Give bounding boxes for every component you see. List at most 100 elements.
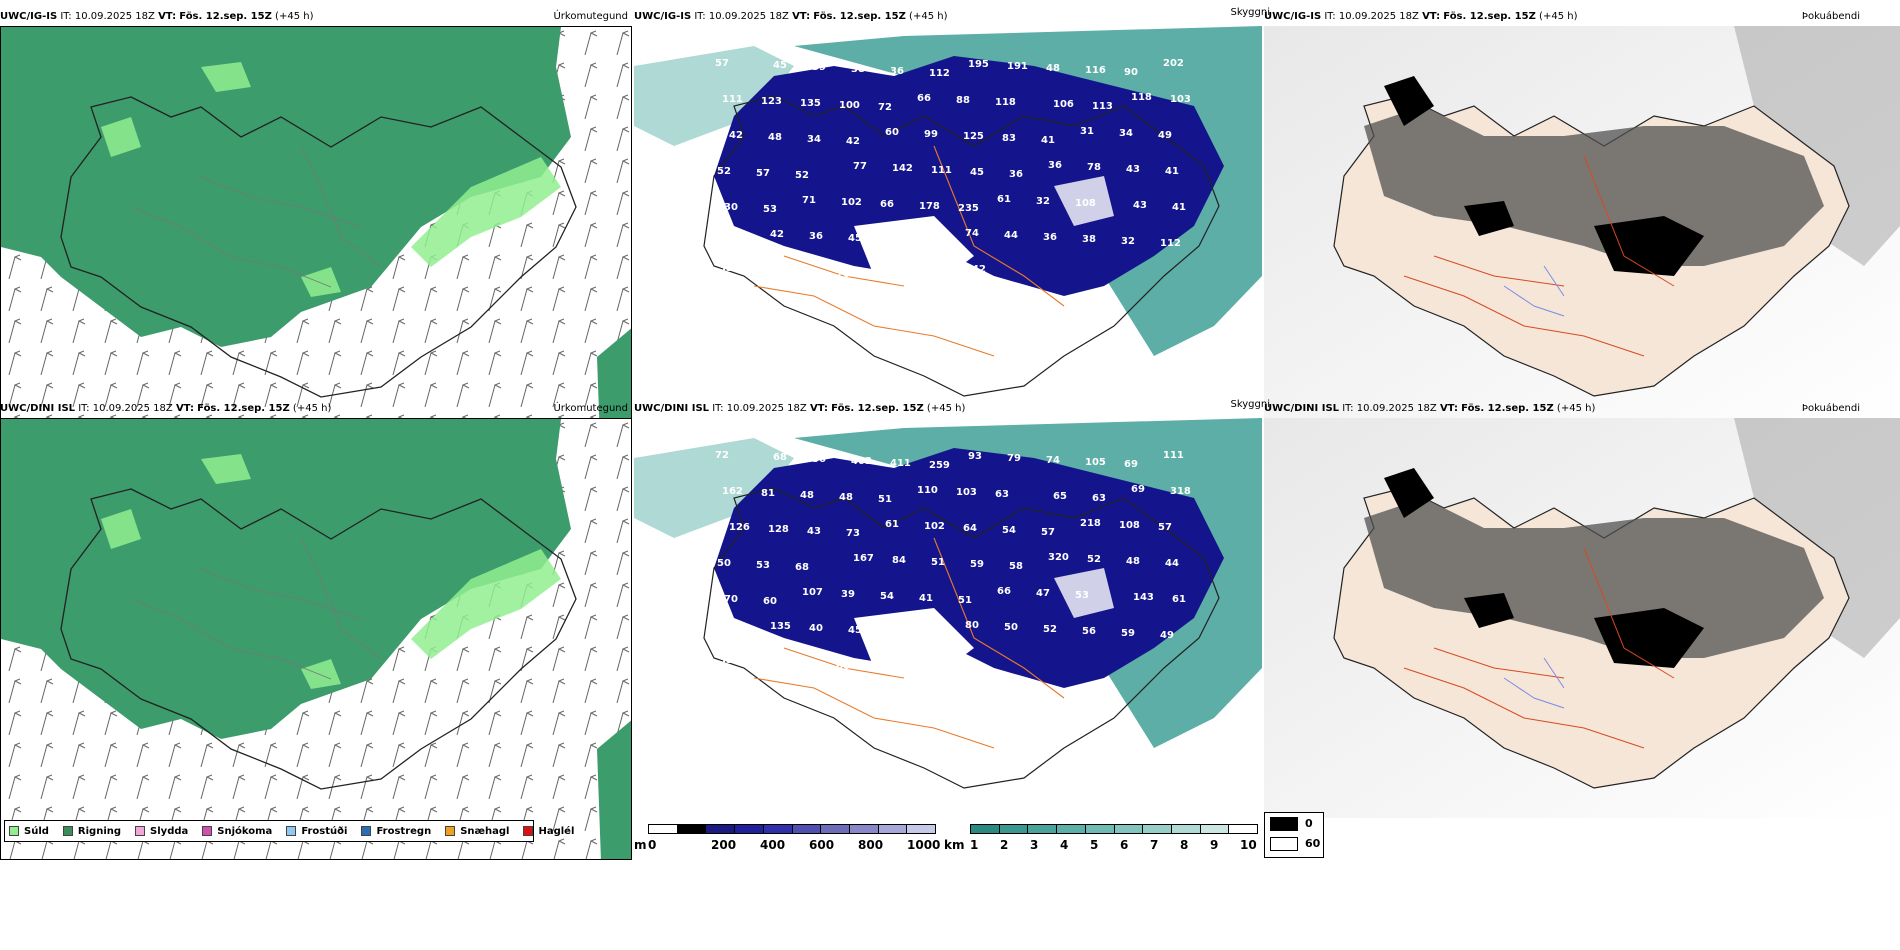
colorbar-segment <box>971 825 1000 833</box>
colorbar-tick: 10 <box>1240 838 1257 852</box>
cloud-base-value: 90 <box>1124 67 1138 78</box>
precip-legend-item: Súld <box>9 826 49 837</box>
vt-label: VT: <box>1422 11 1441 22</box>
cloud-base-value: 231 <box>875 271 896 282</box>
cloud-base-value: 36 <box>890 66 904 77</box>
cloud-base-value: 38 <box>851 64 865 75</box>
cloud-base-value: 36 <box>1043 232 1057 243</box>
cloud-base-value: 70 <box>724 594 738 605</box>
cloud-base-value: 51 <box>958 595 972 606</box>
cloud-base-value: 45 <box>970 167 984 178</box>
cloud-base-value: 45 <box>773 60 787 71</box>
cloud-base-value: 53 <box>875 663 889 674</box>
cloud-base-value: 111 <box>722 94 743 105</box>
cloud-base-value: 118 <box>1131 92 1152 103</box>
colorbar-tick: 1000 <box>907 838 941 852</box>
cloud-base-value: 84 <box>892 555 906 566</box>
cloud-base-value: 183 <box>933 262 954 273</box>
cloud-base-value: 53 <box>1075 590 1089 601</box>
cloud-base-value: 126 <box>729 522 750 533</box>
panel-title-precip: Úrkomutegund <box>553 403 628 414</box>
fog-legend-swatch <box>1270 817 1298 831</box>
colorbar-tick: 7 <box>1150 838 1159 852</box>
model-name: UWC/DINI ISL <box>0 403 76 414</box>
cloud-base-value: 235 <box>958 203 979 214</box>
cloud-base-value: 80 <box>965 620 979 631</box>
cloud-base-value: 42 <box>972 264 986 275</box>
cloud-base-value: 36 <box>887 627 901 638</box>
cloud-base-value: 320 <box>1048 552 1069 563</box>
vt-label: VT: <box>158 11 177 22</box>
colorbar-segment <box>878 825 908 833</box>
cloud-base-value: 111 <box>1163 450 1184 461</box>
lead-time: (+45 h) <box>926 403 966 414</box>
cloud-base-value: 59 <box>970 559 984 570</box>
colorbar-tick: 400 <box>760 838 786 852</box>
cloud-base-value: 63 <box>1092 493 1106 504</box>
cloud-base-value: 99 <box>924 129 938 140</box>
lead-time: (+45 h) <box>1539 11 1578 22</box>
cloud-base-value: 43 <box>807 526 821 537</box>
cloud-base-value: 48 <box>839 492 853 503</box>
cloud-base-value: 30 <box>724 202 738 213</box>
panel-header: UWC/DINI ISL IT: 10.09.2025 18Z VT: Fös.… <box>634 402 965 416</box>
cloud-base-value: 111 <box>931 165 952 176</box>
colorbar-segment <box>735 825 764 833</box>
visibility-unit: km <box>944 838 965 852</box>
cloud-base-value: 135 <box>800 98 821 109</box>
cloud-base-value: 44 <box>1004 230 1018 241</box>
cloud-base-value: 70 <box>836 269 850 280</box>
cloud-base-value: 53 <box>756 560 770 571</box>
cloud-base-value: 52 <box>1043 624 1057 635</box>
cloud-base-value: 68 <box>795 562 809 573</box>
cloud-base-value: 61 <box>997 194 1011 205</box>
colorbar-segment <box>1057 825 1086 833</box>
cloud-base-value: 42 <box>846 136 860 147</box>
cloud-base-value: 56 <box>1082 626 1096 637</box>
precip-legend-item: Frostregn <box>361 826 431 837</box>
fog-legend: 0 60 <box>1264 812 1324 858</box>
colorbar-tick: 6 <box>1120 838 1129 852</box>
cloud-base-value: 72 <box>878 102 892 113</box>
cloud-base-value: 31 <box>933 654 947 665</box>
cloud-base-value: 57 <box>756 168 770 179</box>
legend-label: Snjókoma <box>217 825 273 837</box>
cloud-base-value: 103 <box>956 487 977 498</box>
it-label: IT: <box>78 403 90 414</box>
cloud-base-value: 259 <box>929 460 950 471</box>
cloud-base-value: 403 <box>851 456 872 467</box>
cloud-map-graphic: 57 45 39 38 36 112 195 191 48 116 90 202 111 123 135 10… <box>634 26 1262 426</box>
legend-label: Rigning <box>77 825 122 837</box>
fog-map-graphic <box>1264 26 1900 426</box>
cloud-base-value: 66 <box>917 93 931 104</box>
cloud-base-value: 162 <box>722 486 743 497</box>
colorbar-segment <box>792 825 822 833</box>
cloud-base-value: 47 <box>1036 588 1050 599</box>
cloud-base-value: 106 <box>1053 99 1074 110</box>
precip-legend-item: Frostúði <box>286 826 347 837</box>
cloud-base-value: 36 <box>1009 169 1023 180</box>
cloud-base-value: 135 <box>770 621 791 632</box>
cloud-panel: UWC/IG-IS IT: 10.09.2025 18Z VT: Fös. 12… <box>634 7 1270 468</box>
precip-map-graphic <box>1 419 631 859</box>
cloud-base-value: 48 <box>800 490 814 501</box>
cloud-base-value: 61 <box>885 519 899 530</box>
fog-panel: UWC/IG-IS IT: 10.09.2025 18Z VT: Fös. 12… <box>1264 10 1900 468</box>
visibility-colorbar: km 1 2 3 4 5 6 7 8 9 10 <box>944 824 1258 852</box>
colorbar-segment <box>1028 825 1058 833</box>
cloud-base-value: 88 <box>956 95 970 106</box>
cloud-base-value: 125 <box>963 131 984 142</box>
colorbar-segment <box>706 825 736 833</box>
cloud-base-value: 42 <box>770 229 784 240</box>
cloud-base-value: 78 <box>758 657 772 668</box>
colorbar-segment <box>849 825 879 833</box>
cloud-base-value: 54 <box>880 591 894 602</box>
cloud-base-value: 48 <box>1046 63 1060 74</box>
cloud-base-value: 56 <box>812 454 826 465</box>
vt-value: Fös. 12.sep. 15Z <box>813 11 906 22</box>
fog-map <box>1264 418 1900 818</box>
vt-value: Fös. 12.sep. 15Z <box>831 403 924 414</box>
it-label: IT: <box>712 403 724 414</box>
cloud-base-value: 50 <box>1004 622 1018 633</box>
cloud-base-value: 123 <box>761 96 782 107</box>
